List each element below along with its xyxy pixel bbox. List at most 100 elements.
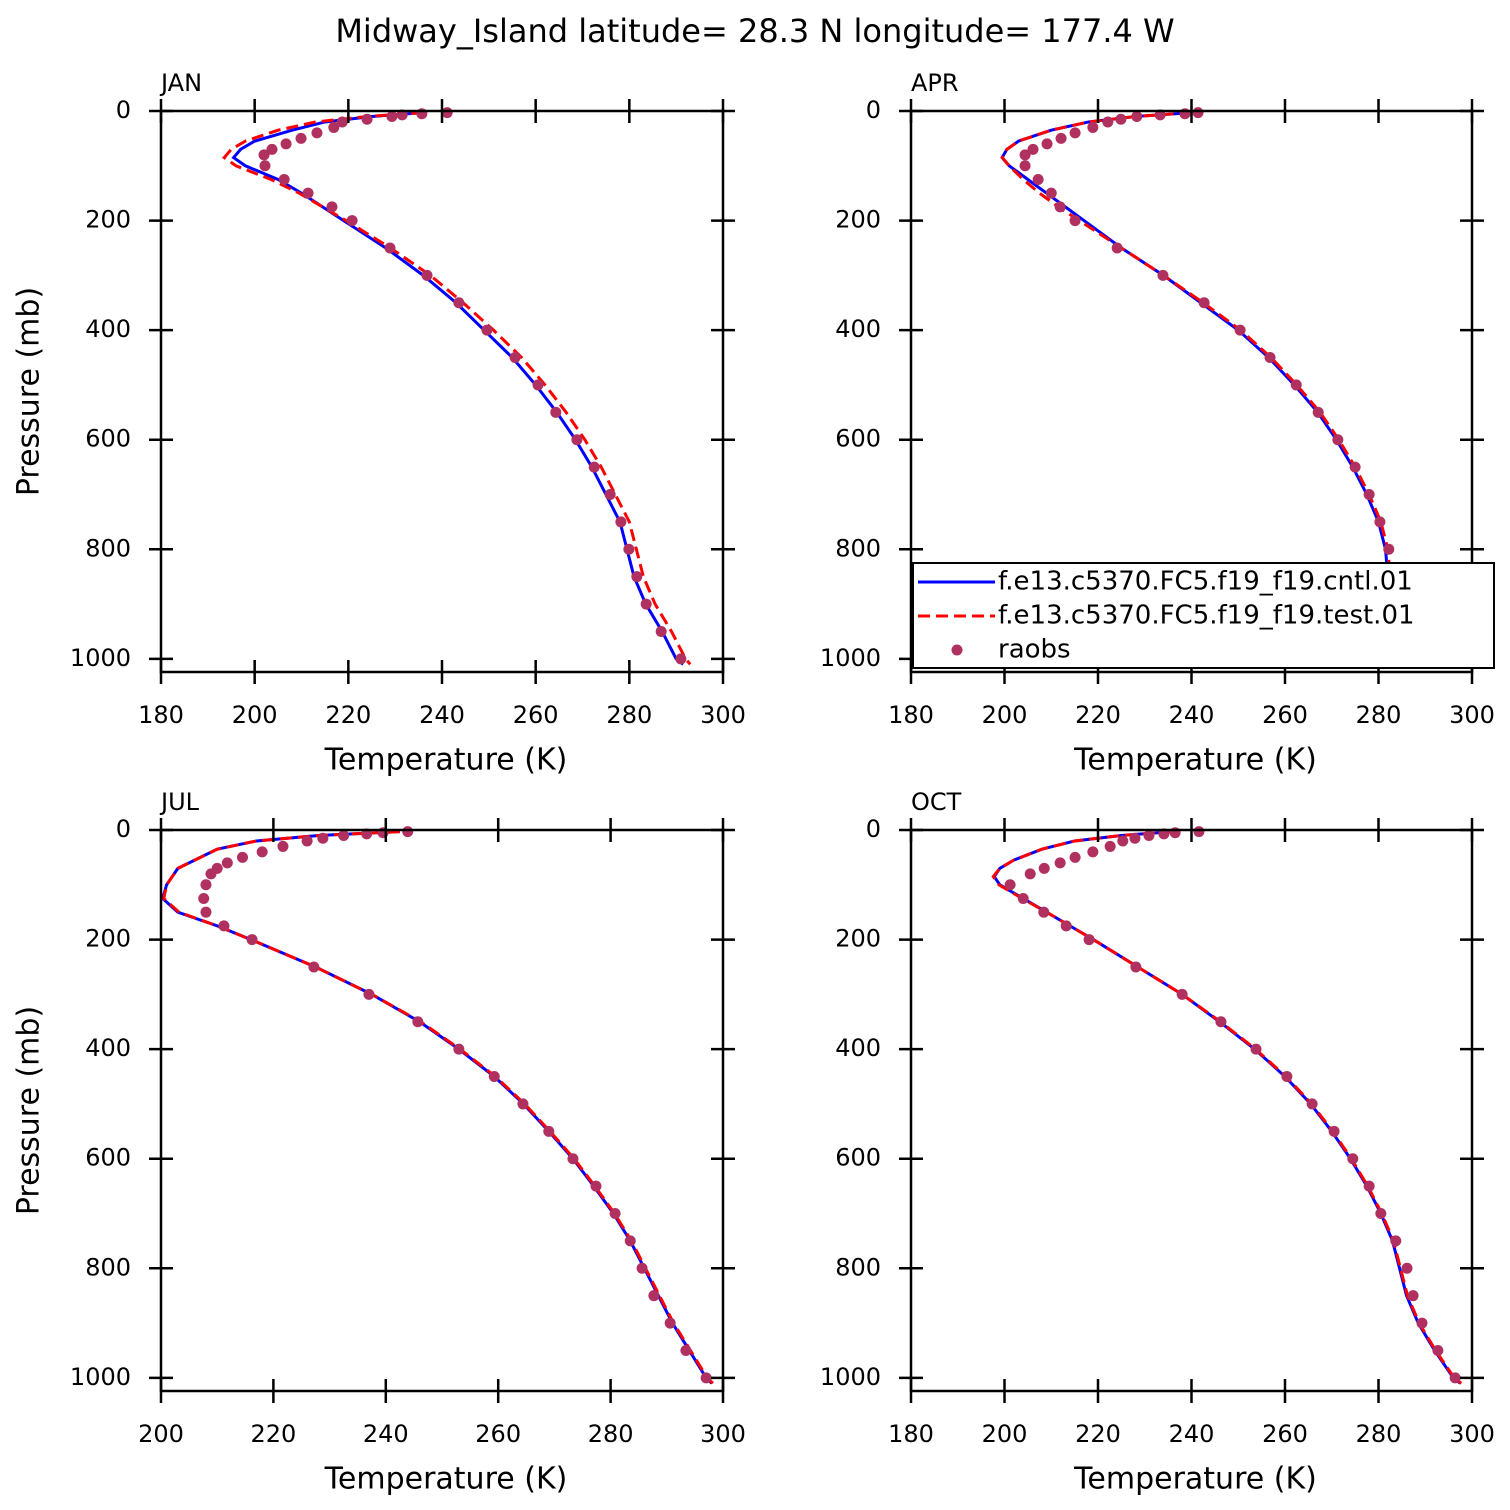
- y-axis-title: Pressure (mb): [12, 287, 47, 496]
- y-tick-label: 1000: [820, 1363, 881, 1391]
- raob-point: [361, 113, 373, 125]
- x-tick-label: 280: [606, 701, 652, 729]
- raob-point: [221, 857, 233, 869]
- x-tick-label: 240: [419, 701, 465, 729]
- raob-point: [700, 1372, 712, 1384]
- x-tick-label: 280: [1356, 701, 1402, 729]
- raob-point: [1130, 961, 1142, 973]
- raob-point: [246, 934, 258, 946]
- raob-point: [277, 840, 289, 852]
- x-tick-label: 220: [325, 701, 371, 729]
- raob-point: [1087, 121, 1099, 133]
- raob-point: [1069, 127, 1081, 139]
- x-tick-label: 300: [700, 701, 746, 729]
- raob-point: [543, 1125, 555, 1137]
- raob-point: [1363, 488, 1375, 500]
- raob-point: [588, 461, 600, 473]
- raob-point: [1349, 461, 1361, 473]
- panel-title: JUL: [159, 788, 200, 816]
- raob-point: [481, 324, 493, 336]
- raob-point: [1087, 846, 1099, 858]
- raob-point: [1027, 143, 1039, 155]
- raob-point: [317, 832, 329, 844]
- raob-point: [1347, 1153, 1359, 1165]
- raob-point: [640, 598, 652, 610]
- raob-point: [567, 1153, 579, 1165]
- x-tick-label: 260: [475, 1420, 521, 1448]
- raob-point: [1143, 829, 1155, 841]
- raob-point: [1111, 242, 1123, 254]
- raob-point: [680, 1344, 692, 1356]
- x-tick-label: 260: [513, 701, 559, 729]
- y-tick-label: 800: [835, 534, 881, 562]
- raob-point: [326, 201, 338, 213]
- raob-point: [302, 187, 314, 199]
- x-tick-label: 200: [232, 701, 278, 729]
- raob-point: [1416, 1317, 1428, 1329]
- raob-point: [1193, 826, 1205, 838]
- x-axis-title: Temperature (K): [324, 1462, 568, 1497]
- x-tick-label: 200: [982, 1420, 1028, 1448]
- raob-point: [308, 961, 320, 973]
- raob-point: [488, 1071, 500, 1083]
- raob-point: [218, 920, 230, 932]
- y-tick-label: 200: [835, 206, 881, 234]
- y-tick-label: 1000: [70, 644, 131, 672]
- raob-point: [384, 242, 396, 254]
- y-tick-label: 800: [85, 1253, 131, 1281]
- raob-point: [386, 110, 398, 122]
- x-tick-label: 200: [138, 1420, 184, 1448]
- panel: [991, 826, 1463, 1385]
- raob-point: [609, 1207, 621, 1219]
- raob-point: [1083, 934, 1095, 946]
- raob-point: [1055, 132, 1067, 144]
- raob-point: [311, 127, 323, 139]
- y-tick-label: 200: [85, 206, 131, 234]
- raob-point: [1374, 516, 1386, 528]
- raob-point: [509, 352, 521, 364]
- raob-point: [236, 851, 248, 863]
- raob-point: [1432, 1344, 1444, 1356]
- profile-line: [160, 830, 713, 1385]
- y-tick-label: 400: [85, 1034, 131, 1062]
- raob-point: [363, 988, 375, 1000]
- raob-point: [1250, 1043, 1262, 1055]
- raob-point: [624, 1235, 636, 1247]
- panel-title: APR: [911, 69, 959, 97]
- x-tick-label: 240: [363, 1420, 409, 1448]
- raob-point: [1157, 269, 1169, 281]
- raob-point: [664, 1317, 676, 1329]
- x-tick-label: 240: [1169, 1420, 1215, 1448]
- x-tick-label: 180: [888, 701, 934, 729]
- x-tick-label: 260: [1262, 701, 1308, 729]
- x-tick-label: 280: [588, 1420, 634, 1448]
- y-tick-label: 600: [85, 425, 131, 453]
- legend-label: f.e13.c5370.FC5.f19_f19.cntl.01: [998, 567, 1413, 597]
- raob-point: [1054, 857, 1066, 869]
- x-tick-label: 300: [1449, 701, 1495, 729]
- raob-point: [1383, 543, 1395, 555]
- raob-point: [1104, 840, 1116, 852]
- y-tick-label: 400: [835, 1034, 881, 1062]
- raob-point: [623, 543, 635, 555]
- x-tick-label: 180: [888, 1420, 934, 1448]
- raob-point: [1281, 1071, 1293, 1083]
- x-tick-label: 220: [1075, 1420, 1121, 1448]
- raob-point: [256, 846, 268, 858]
- raob-point: [655, 625, 667, 637]
- x-axis-title: Temperature (K): [1073, 1462, 1317, 1497]
- raob-point: [1312, 406, 1324, 418]
- x-tick-label: 220: [250, 1420, 296, 1448]
- x-tick-label: 200: [982, 701, 1028, 729]
- y-tick-label: 0: [866, 815, 881, 843]
- raob-point: [280, 138, 292, 150]
- raob-point: [1198, 297, 1210, 309]
- raob-point: [1017, 892, 1029, 904]
- y-tick-label: 600: [835, 1144, 881, 1172]
- raob-point: [1215, 1016, 1227, 1028]
- raob-point: [550, 406, 562, 418]
- raob-point: [1032, 173, 1044, 185]
- raob-point: [1117, 835, 1129, 847]
- raob-point: [604, 488, 616, 500]
